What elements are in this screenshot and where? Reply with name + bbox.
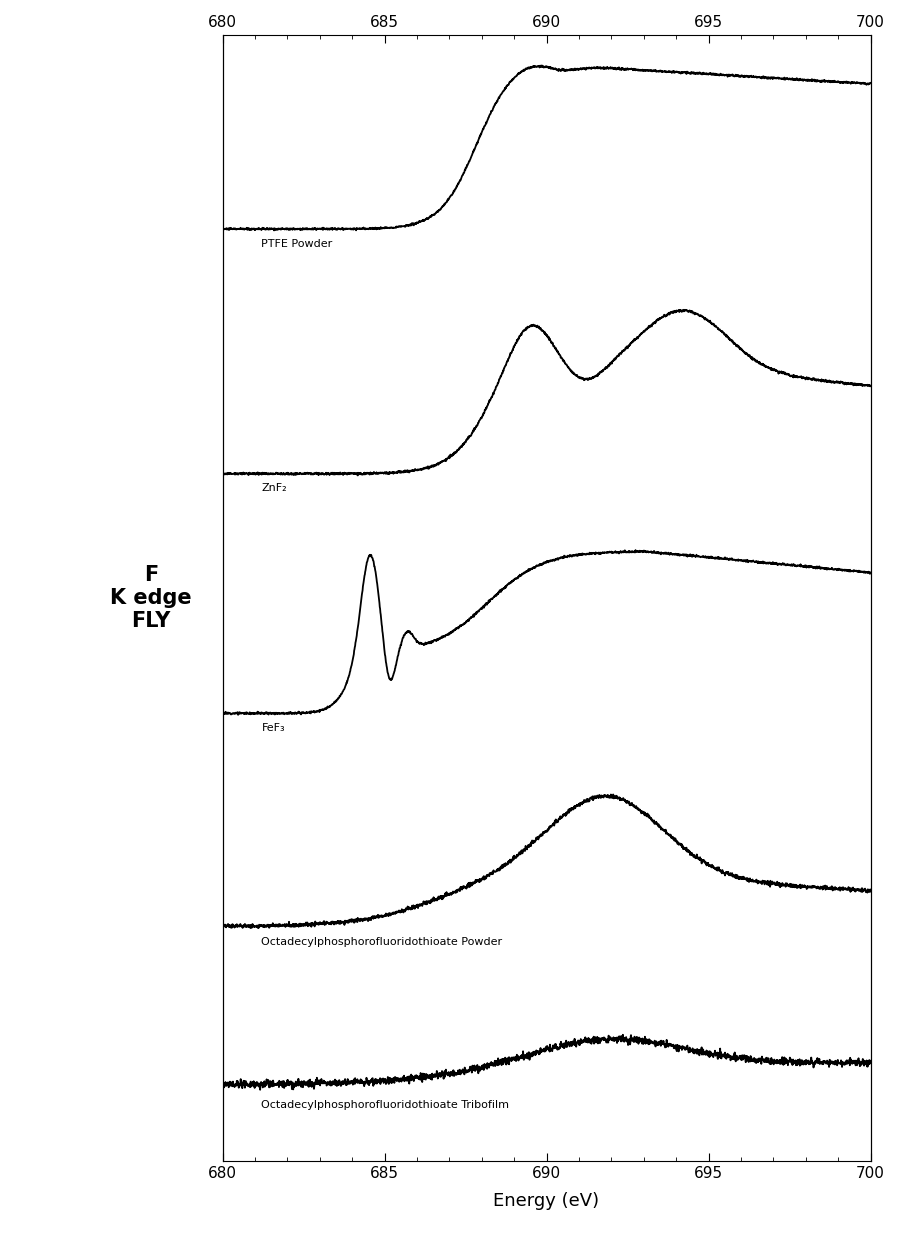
Text: Octadecylphosphorofluoridothioate Tribofilm: Octadecylphosphorofluoridothioate Tribof… (261, 1100, 509, 1110)
Text: FeF₃: FeF₃ (261, 724, 285, 734)
X-axis label: Energy (eV): Energy (eV) (493, 1192, 599, 1210)
Text: ZnF₂: ZnF₂ (261, 482, 287, 492)
Text: Octadecylphosphorofluoridothioate Powder: Octadecylphosphorofluoridothioate Powder (261, 938, 502, 948)
Text: F
K edge
FLY: F K edge FLY (111, 565, 192, 631)
Text: PTFE Powder: PTFE Powder (261, 239, 333, 249)
